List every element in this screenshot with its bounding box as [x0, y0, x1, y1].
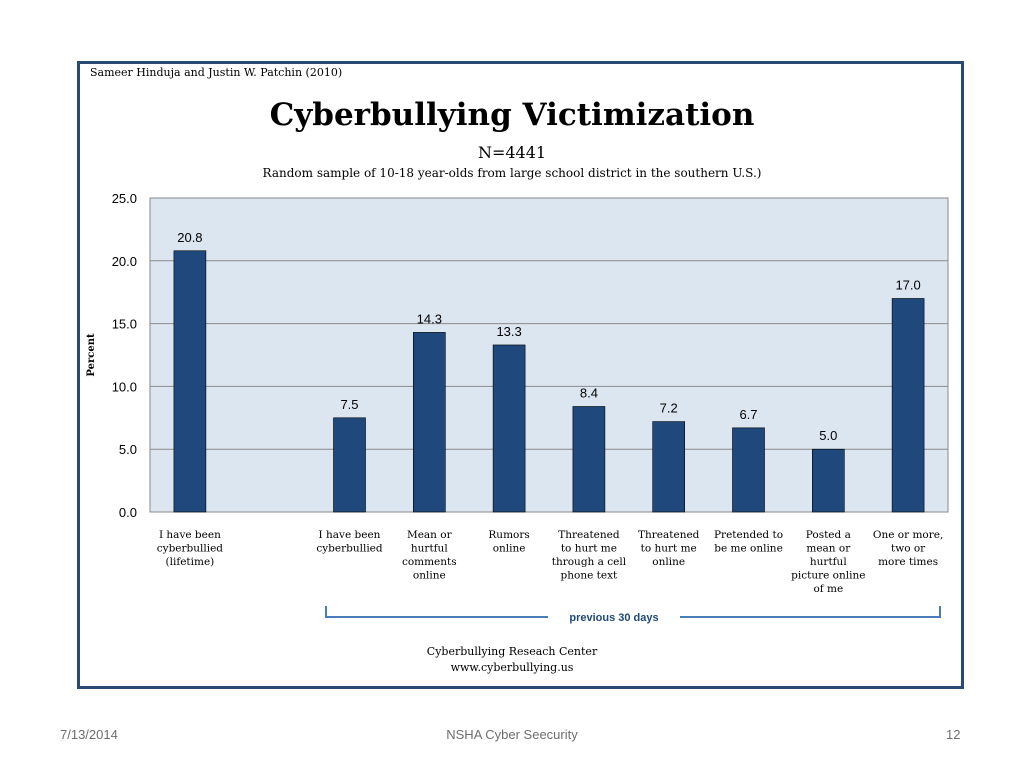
data-label: 8.4: [580, 385, 598, 400]
source-line-1: Cyberbullying Reseach Center: [426, 645, 598, 658]
bar: [891, 298, 925, 513]
y-tick-label: 15.0: [112, 317, 137, 332]
credit-text: Sameer Hinduja and Justin W. Patchin (20…: [90, 66, 343, 79]
x-tick-label: One or more, two or more times: [873, 529, 943, 568]
x-axis: I have been cyberbullied (lifetime) I have …: [157, 529, 944, 595]
bar: [333, 417, 366, 513]
y-tick-label: 20.0: [112, 254, 137, 269]
x-tick-label: Posted a mean or hurtful picture online of m…: [791, 529, 865, 595]
bar: [412, 332, 446, 513]
y-tick-label: 5.0: [119, 442, 137, 457]
y-axis-title: Percent: [86, 333, 97, 377]
footer-page-number: 12: [946, 727, 961, 742]
x-tick-label: Threatened to hurt me online: [638, 529, 700, 568]
data-label: 13.3: [496, 324, 521, 339]
x-tick-label: Threatened to hurt me through a cell phone …: [552, 529, 627, 582]
chart-sample-note: Random sample of 10-18 year-olds from la…: [262, 166, 762, 180]
footer-date: 7/13/2014: [60, 727, 118, 742]
x-tick-label: Mean or hurtful comments online: [402, 529, 457, 582]
bar: [652, 421, 686, 513]
x-tick-label: I have been cyberbullied: [316, 529, 383, 555]
chart-subtitle: N=4441: [477, 143, 547, 162]
bar: [732, 427, 765, 513]
bars: 20.8 7.5 14.3 13.3 8.4 7.2 6.7 5.0 17.0: [173, 230, 925, 513]
bar: [811, 448, 845, 513]
footer-title: NSHA Cyber Seecurity: [446, 727, 578, 742]
data-label: 20.8: [177, 230, 202, 245]
bar: [492, 344, 526, 513]
data-label: 7.5: [340, 397, 358, 412]
y-axis: 0.0 5.0 10.0 15.0 20.0 25.0: [112, 191, 137, 520]
x-tick-label: Pretended to be me online: [714, 529, 783, 555]
bar: [173, 250, 207, 513]
bracket-label: previous 30 days: [569, 612, 658, 624]
data-label: 14.3: [417, 311, 442, 326]
y-tick-label: 10.0: [112, 379, 137, 394]
source-line-2: www.cyberbullying.us: [450, 661, 574, 674]
bar: [572, 406, 606, 513]
data-label: 5.0: [819, 428, 837, 443]
y-tick-label: 0.0: [119, 505, 137, 520]
data-label: 7.2: [660, 401, 678, 416]
x-tick-label: I have been cyberbullied (lifetime): [157, 529, 224, 568]
x-tick-label: Rumors online: [488, 529, 529, 555]
data-label: 17.0: [895, 277, 920, 292]
data-label: 6.7: [739, 407, 757, 422]
period-bracket: previous 30 days: [325, 606, 941, 624]
chart-title: Cyberbullying Victimization: [269, 97, 755, 133]
y-tick-label: 25.0: [112, 191, 137, 206]
